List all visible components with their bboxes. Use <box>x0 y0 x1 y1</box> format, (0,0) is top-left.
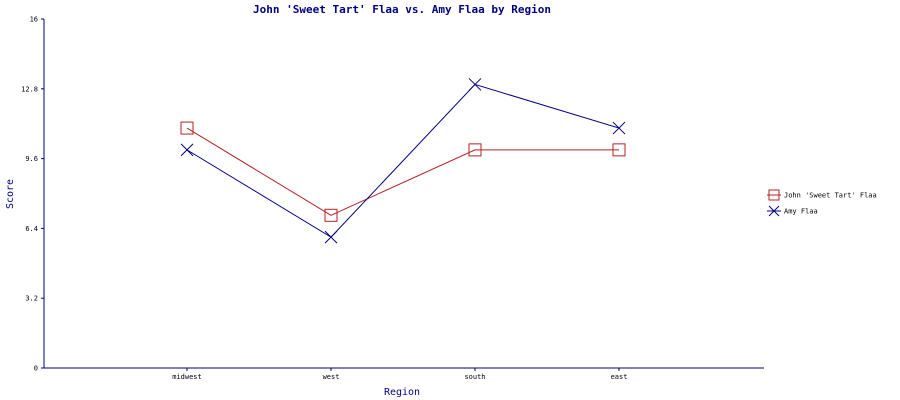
y-tick-label: 0 <box>34 365 38 373</box>
legend: John 'Sweet Tart' Flaa Amy Flaa <box>767 189 877 217</box>
x-ticks: midwest west south east <box>172 368 627 381</box>
data-point-square <box>612 143 626 157</box>
series-layer <box>180 78 626 244</box>
series-0 <box>180 121 626 222</box>
x-tick-label: midwest <box>172 373 202 381</box>
legend-label: John 'Sweet Tart' Flaa <box>784 192 877 200</box>
chart-title: John 'Sweet Tart' Flaa vs. Amy Flaa by R… <box>253 3 551 16</box>
data-point-x <box>612 121 626 135</box>
y-ticks: 0 3.2 6.4 9.6 12.8 16 <box>21 16 44 373</box>
legend-marker-x <box>768 205 780 217</box>
data-point-x <box>324 230 338 244</box>
axes <box>43 19 764 369</box>
data-point-square <box>324 208 338 222</box>
x-tick-label: east <box>611 373 628 381</box>
series-1 <box>180 78 626 244</box>
y-tick-label: 12.8 <box>21 85 38 93</box>
x-axis-label: Region <box>384 387 420 398</box>
y-tick-label: 6.4 <box>25 225 38 233</box>
y-tick-label: 3.2 <box>25 295 38 303</box>
data-point-square <box>180 121 194 135</box>
y-tick-label: 9.6 <box>25 155 38 163</box>
data-point-square <box>468 143 482 157</box>
series-line <box>186 127 619 216</box>
x-tick-label: west <box>323 373 340 381</box>
legend-marker-square <box>768 189 780 201</box>
series-line <box>186 83 620 238</box>
legend-item: Amy Flaa <box>767 205 818 217</box>
y-axis-label: Score <box>5 179 16 209</box>
data-point-x <box>180 143 194 157</box>
data-point-x <box>468 78 482 91</box>
x-tick-label: south <box>464 373 485 381</box>
legend-label: Amy Flaa <box>784 208 818 216</box>
legend-item: John 'Sweet Tart' Flaa <box>767 189 877 201</box>
y-tick-label: 16 <box>30 16 38 24</box>
